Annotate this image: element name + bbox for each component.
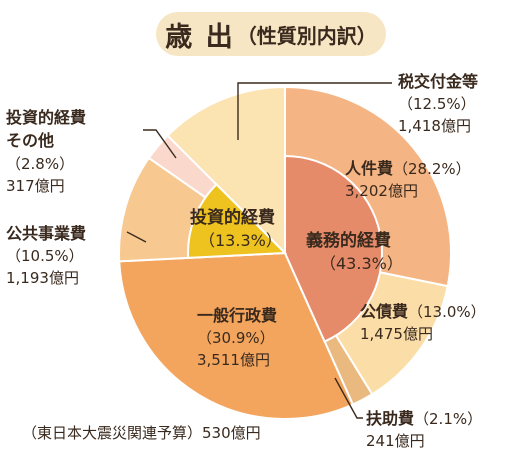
label-toshiteki-sonota-line1: 投資的経費 [6,108,86,127]
percent-kokyo-jigyohi: （10.5%） [6,247,84,265]
pie-slice-ippan-gyoseihi [118,251,355,420]
value-fujohi: 241億円 [366,432,425,450]
percent-toshiteki-sonota: （2.8%） [6,155,74,173]
leader-toshiteki-sonota [143,129,177,159]
inner-slice-toshiteki-keihi [187,182,288,259]
label-toshiteki-sonota-line2: その他 [6,131,54,150]
value-toshiteki-sonota: 317億円 [6,177,65,195]
label-zei-kofukin: 税交付金等 [398,72,478,91]
percent-gimuteki-keihi: （43.3%） [320,254,403,273]
leader-kokyo-jigyohi [126,231,147,243]
percent-zei-kofukin: （12.5%） [398,95,476,113]
label-jinkenhi: 人件費（28.2%） [345,159,471,178]
percent-ippan-gyoseihi: （30.9%） [197,329,275,347]
title-sub: （性質別内訳） [236,23,377,48]
footnote: （東日本大震災関連予算）530億円 [22,424,261,442]
leader-lines [126,82,392,419]
value-ippan-gyoseihi: 3,511億円 [197,351,270,369]
inner-slice-gimuteki-keihi [284,154,383,343]
title-main: 歳 出 [165,21,235,53]
value-jinkenhi: 3,202億円 [345,182,418,200]
percent-toshiteki-keihi: （13.3%） [199,231,282,250]
pie-slice-zei-kofukin [166,85,286,256]
label-toshiteki-keihi: 投資的経費 [190,207,275,228]
leader-fujohi [334,377,363,419]
label-kosaihi: 公債費（13.0%） [360,302,486,321]
label-kokyo-jigyohi: 公共事業費 [6,224,86,243]
leader-zei-kofukin [237,82,392,140]
label-ippan-gyoseihi: 一般行政費 [197,306,277,325]
chart-title: 歳 出 （性質別内訳） [156,12,386,56]
inner-slices [187,154,383,343]
label-gimuteki-keihi: 義務的経費 [306,230,391,251]
value-kosaihi: 1,475億円 [360,325,433,343]
value-zei-kofukin: 1,418億円 [398,117,471,135]
value-kokyo-jigyohi: 1,193億円 [6,269,79,287]
label-fujohi: 扶助費（2.1%） [366,409,482,428]
